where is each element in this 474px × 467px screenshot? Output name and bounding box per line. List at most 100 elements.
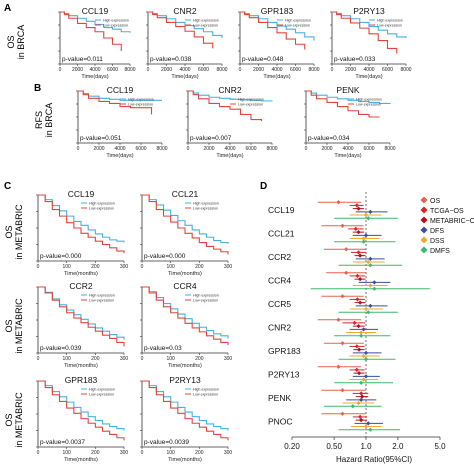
legend-label: High expression	[103, 19, 129, 23]
x-tick-label: 2000	[161, 67, 172, 73]
legend-label: Low expression	[128, 103, 153, 107]
estimate-marker	[344, 247, 349, 252]
km-curve-low	[78, 90, 153, 115]
legend-label: High expression	[193, 294, 219, 298]
x-axis-label: Time(months)	[64, 363, 98, 369]
x-tick-label: 4000	[342, 146, 353, 152]
km-curve-low	[38, 380, 125, 441]
x-tick-label: 8000	[156, 146, 167, 152]
km-curve-low	[142, 380, 229, 441]
estimate-marker	[356, 250, 361, 255]
legend-label: Low expression	[238, 103, 263, 107]
legend-marker	[420, 246, 428, 254]
estimate-marker	[360, 394, 365, 399]
estimate-marker	[372, 286, 377, 291]
km-plot-c4: 0 100 200 300 Time(months) CCR4 High expressio…	[140, 281, 232, 369]
x-axis-label: Time(months)	[64, 271, 98, 277]
legend-label: High expression	[89, 202, 115, 206]
x-tick-label: 100	[62, 356, 71, 362]
legend-label: Low expression	[89, 299, 114, 303]
side-label-c1-line1: OS	[4, 225, 14, 238]
legend-label: DFS	[430, 228, 444, 235]
estimate-marker	[340, 341, 345, 346]
legend-marker	[420, 196, 428, 204]
side-label-b-line1: RFS	[34, 111, 44, 129]
x-tick-label: 300	[224, 356, 233, 362]
plot-title: CNR2	[218, 85, 241, 95]
legend-label: High expression	[89, 388, 115, 392]
panel-letter-b: B	[34, 83, 41, 94]
estimate-marker	[356, 400, 361, 406]
estimate-marker	[354, 203, 359, 208]
km-curve-low	[60, 11, 122, 51]
estimate-marker	[368, 256, 373, 261]
plot-title: CCR2	[69, 281, 92, 291]
x-tick-label: 6000	[198, 67, 209, 73]
x-tick-label: 0	[305, 146, 308, 152]
side-label-c1: OS in METABRIC	[4, 204, 24, 260]
estimate-marker	[353, 226, 358, 232]
side-label-c1-line2: in METABRIC	[14, 204, 24, 260]
legend-marker	[420, 206, 428, 214]
legend-label: Low expression	[193, 299, 218, 303]
x-tick-label: 0	[37, 450, 40, 456]
x-tick-label: 6000	[363, 146, 374, 152]
estimate-marker	[361, 236, 366, 241]
km-curve-low	[240, 11, 306, 50]
estimate-marker	[340, 223, 345, 228]
km-plot-a2: 0 2000 4000 6000 8000 Time(days) CNR2 High expr…	[146, 6, 228, 80]
x-axis-label: Hazard Ratio(95%CI)	[336, 455, 412, 464]
category-label: CCR2	[268, 252, 291, 262]
x-tick-label: 6000	[245, 146, 256, 152]
estimate-marker	[366, 216, 371, 221]
legend-marker	[420, 216, 428, 224]
x-axis-label: Time(days)	[334, 153, 361, 159]
estimate-marker	[363, 374, 369, 379]
estimate-marker	[361, 353, 366, 359]
estimate-marker	[359, 391, 364, 396]
estimate-marker	[368, 427, 373, 432]
estimate-marker	[363, 233, 369, 238]
legend-label: OS	[430, 198, 440, 205]
km-curve-high	[148, 11, 223, 38]
panel-letter-c: C	[4, 181, 11, 192]
plot-title: CCL21	[172, 189, 199, 199]
x-axis-label: Time(days)	[263, 74, 290, 80]
p-value-label: p-value=0.03	[144, 345, 182, 352]
estimate-marker	[359, 397, 364, 402]
x-tick-label: 300	[224, 264, 233, 270]
estimate-marker	[358, 253, 363, 258]
legend-label: Low expression	[89, 207, 114, 211]
x-tick-label: 0.50	[326, 442, 342, 451]
x-tick-label: 200	[195, 356, 204, 362]
x-tick-label: 300	[224, 450, 233, 456]
x-tick-label: 2000	[253, 67, 264, 73]
p-value-label: p-value=0.051	[80, 135, 122, 142]
x-tick-label: 100	[62, 450, 71, 456]
p-value-label: p-value=0.000	[40, 253, 82, 260]
x-tick-label: 100	[166, 450, 175, 456]
km-curve-high	[78, 90, 162, 101]
p-value-label: p-value=0.034	[308, 135, 350, 142]
p-value-label: p-value=0.0037	[40, 439, 85, 446]
x-tick-label: 6000	[107, 67, 118, 73]
category-label: CCL21	[268, 229, 295, 239]
estimate-marker	[361, 327, 366, 332]
side-label-b-line2: in BRCA	[44, 103, 54, 138]
x-tick-label: 4000	[271, 67, 282, 73]
category-label: CNR2	[268, 323, 291, 333]
km-curve-low	[188, 90, 263, 122]
category-label: CCL19	[268, 205, 295, 215]
x-tick-label: 1.0	[360, 442, 372, 451]
estimate-marker	[363, 357, 369, 362]
x-axis-label: Time(months)	[64, 457, 98, 463]
forest-plot: 0.20 0.50 1.0 2.0 5.0 Hazard Ratio(95%CI) CCL1…	[268, 192, 474, 464]
x-tick-label: 200	[91, 264, 100, 270]
x-tick-label: 2000	[345, 67, 356, 73]
estimate-marker	[359, 418, 364, 423]
plot-title: P2RY13	[169, 375, 201, 385]
side-label-b: RFS in BRCA	[34, 103, 54, 138]
estimate-marker	[336, 364, 341, 369]
km-curve-high	[332, 11, 407, 38]
x-axis-label: Time(months)	[168, 457, 202, 463]
